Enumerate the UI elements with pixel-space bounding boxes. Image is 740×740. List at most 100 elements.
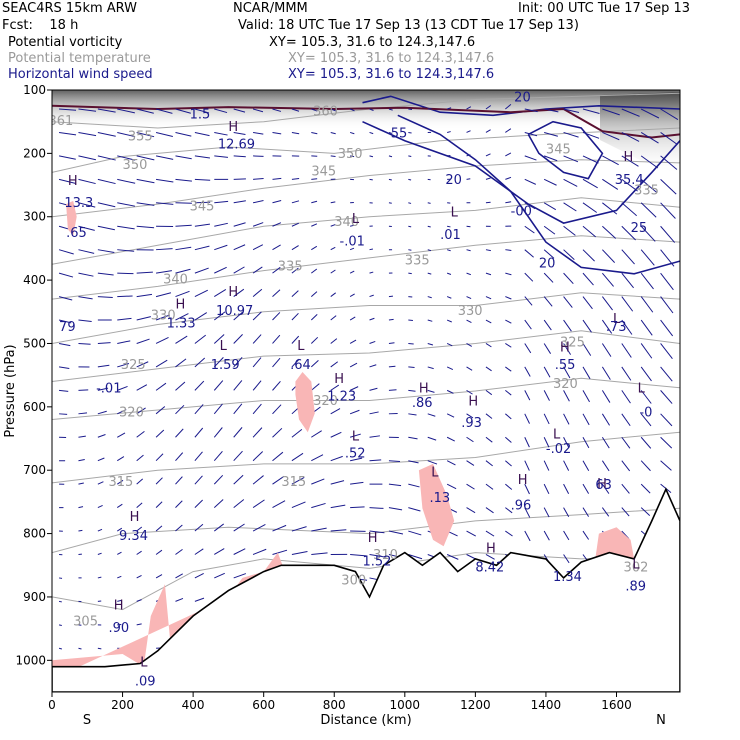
y-tick-label: 900 [23,590,46,604]
wind-vector [233,523,245,532]
wind-vector [621,319,633,335]
wind-vector [408,366,415,369]
wind-vector [194,523,204,532]
pv-extremum-label: L [220,339,228,354]
wind-vector [97,504,103,509]
wind-vector [136,202,155,206]
pv-extremum-label: .13 [430,491,451,506]
wind-vector [78,272,94,277]
wind-vector [272,475,285,485]
wind-vector [466,154,471,157]
wind-vector [233,356,243,368]
wind-vector [544,131,558,137]
wind-vector [136,454,144,462]
wind-vector [117,575,122,579]
wind-vector [78,529,83,532]
wind-vector [272,451,284,462]
wind-vector [155,292,172,298]
wind-vector [272,266,281,274]
wind-vector [155,337,169,344]
y-tick-label: 300 [23,210,46,224]
wind-vector [291,501,306,509]
wind-vector [582,530,590,540]
wind-vector [446,413,455,418]
pv-extremum-label: -.01 [96,381,121,396]
y-axis-label: Pressure (hPa) [3,344,18,437]
wind-vector [447,225,451,228]
wind-vector [330,408,341,415]
wind-vector [330,224,336,227]
isentrope-label: 300 [341,573,366,588]
wind-vector [117,363,130,368]
y-tick-label: 800 [23,527,46,541]
wind-vector [427,225,431,228]
wind-vector [602,249,616,263]
wind-vector [233,222,246,227]
wind-vector [252,311,262,321]
wind-vector [601,413,610,426]
wind-vector [330,108,336,112]
pv-extremum-label: L [297,339,305,354]
wind-vector [466,436,474,443]
wind-vector [175,178,192,182]
pv-extremum-label: H [468,395,478,410]
wind-vector [194,380,205,391]
wind-vector [311,223,318,227]
wind-vector [117,409,127,415]
wind-vector [58,178,76,184]
wind-vector [369,553,386,558]
wind-vector [369,271,374,274]
wind-vector [97,457,105,462]
wind-vector [175,224,192,227]
wind-vector [213,474,224,485]
wind-vector [175,155,192,160]
wind-vector [97,108,116,113]
wind-vector [505,152,512,157]
wind-vector [660,132,678,146]
wind-vector [621,272,634,289]
wind-vector [349,433,361,438]
wind-vector [233,108,246,113]
wind-vector [78,435,86,438]
isentrope-label: 325 [121,358,146,373]
wind-vector [621,507,630,517]
pv-extremum-label: L [632,557,640,572]
wind-vector [640,272,654,290]
wind-vector [408,530,422,536]
wind-vector [156,178,174,183]
isentrope-label: 345 [546,142,571,157]
wind-vector [330,131,336,135]
wind-vector [543,319,552,331]
wind-vector [97,225,115,231]
wind-vector [446,483,457,490]
wind-vector [175,290,190,298]
wind-vector [427,389,435,393]
wind-vector [369,248,374,251]
x-tick-label: 200 [111,698,134,712]
wind-vector [349,293,355,298]
wind-vector [369,178,373,181]
wind-vector [213,403,223,415]
wind-vector [291,452,304,462]
wind-vector [660,436,673,449]
wind-vector [252,380,262,391]
wind-vector [117,108,135,114]
wind-vector [233,427,243,438]
wind-vector [408,202,412,204]
wind-vector [349,339,357,344]
wind-vector [582,202,598,213]
y-tick-label: 600 [23,400,46,414]
wind-vector [582,178,598,189]
wind-vector [466,178,471,180]
wind-vector [543,390,550,401]
pv-extremum-label: 1.33 [167,317,196,332]
wind-vector [524,202,536,210]
wind-vector [601,436,610,449]
wind-vector [466,296,472,300]
wind-vector [291,245,299,251]
wind-vector [311,552,328,555]
wind-vector [175,381,186,391]
wind-vector [582,483,590,494]
wind-vector [485,507,494,514]
